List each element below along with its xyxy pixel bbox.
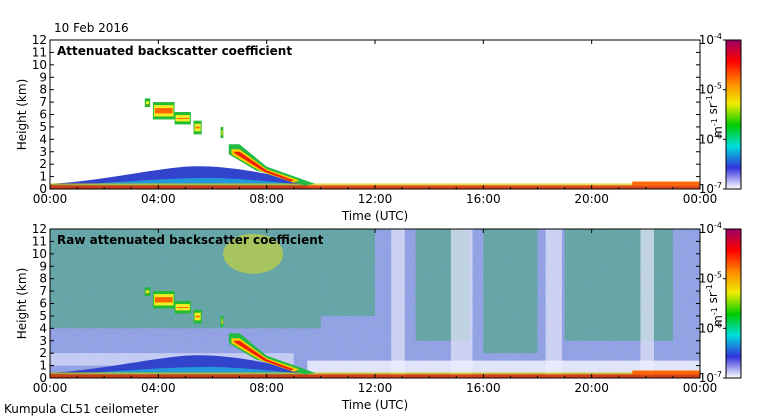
colorbar-tick-label: 10-4: [699, 221, 722, 236]
colorbar-unit-label: m-1 sr-1: [705, 284, 725, 327]
elevated-layer-yellow: [145, 290, 150, 294]
y-tick-label: 10: [32, 247, 47, 261]
pale-column: [391, 229, 405, 378]
y-tick-label: 12: [32, 33, 47, 47]
y-tick-label: 1: [39, 359, 47, 373]
x-tick-label: 20:00: [574, 381, 609, 395]
panel-title: Raw attenuated backscatter coefficient: [57, 233, 324, 247]
pale-column: [545, 229, 562, 378]
y-tick-label: 3: [39, 334, 47, 348]
elevated-layer-orange: [222, 132, 224, 134]
pale-column: [450, 229, 473, 378]
colorbar-tick-label: 10-7: [699, 370, 722, 385]
x-tick-label: 20:00: [574, 192, 609, 206]
y-tick-label: 4: [39, 321, 47, 335]
y-tick-label: 11: [32, 45, 47, 59]
y-axis-label: Height (km): [15, 268, 29, 339]
heatmap-layer: [50, 40, 700, 189]
x-tick-label: 16:00: [466, 381, 501, 395]
elevated-layer-yellow: [221, 129, 223, 136]
panel-title: Attenuated backscatter coefficient: [57, 44, 292, 58]
elevated-layer-orange: [222, 321, 224, 323]
y-axis-label: Height (km): [15, 79, 29, 150]
x-tick-label: 08:00: [249, 381, 284, 395]
heatmap-layer: [50, 229, 700, 378]
colorbar-tick-label: 10-6: [699, 320, 722, 335]
elevated-layer-orange: [154, 297, 173, 303]
elevated-layer-orange: [195, 315, 200, 318]
x-tick-label: 00:00: [683, 192, 718, 206]
y-tick-label: 3: [39, 145, 47, 159]
y-tick-label: 8: [39, 83, 47, 97]
x-tick-label: 00:00: [683, 381, 718, 395]
descending-layer-yellow: [231, 149, 300, 183]
descending-layer-red: [234, 340, 294, 371]
surface-layer-evening: [632, 370, 700, 375]
descending-layer-yellow: [231, 338, 300, 372]
elevated-layer-orange: [154, 108, 173, 114]
pale-low-band: [307, 360, 700, 374]
surface-layer-top: [50, 183, 700, 186]
y-tick-label: 2: [39, 346, 47, 360]
elevated-layer-orange: [146, 104, 149, 106]
y-tick-label: 7: [39, 95, 47, 109]
colorbar-tick-label: 10-7: [699, 181, 722, 196]
y-tick-label: 0: [39, 182, 47, 196]
colorbar-tick-label: 10-5: [699, 82, 722, 97]
y-tick-label: 2: [39, 157, 47, 171]
colorbar-tick-label: 10-6: [699, 131, 722, 146]
elevated-layer-orange: [176, 307, 189, 309]
pale-column: [640, 229, 654, 378]
yellow-noise-patch: [223, 233, 284, 274]
elevated-layer-orange: [176, 118, 189, 120]
elevated-layer-orange: [146, 293, 149, 295]
x-axis-label: Time (UTC): [341, 398, 408, 412]
colorbar: [725, 39, 742, 190]
surface-layer-top: [50, 372, 700, 375]
colorbar-tick-label: 10-5: [699, 271, 722, 286]
x-tick-label: 12:00: [358, 192, 393, 206]
footer-label: Kumpula CL51 ceilometer: [4, 402, 159, 416]
date-label: 10 Feb 2016: [54, 21, 129, 35]
descending-layer-green: [228, 333, 316, 375]
elevated-layer-yellow: [145, 101, 150, 105]
descending-layer-red: [234, 151, 294, 182]
descending-layer-green: [228, 144, 316, 186]
y-tick-label: 5: [39, 120, 47, 134]
x-tick-label: 04:00: [141, 381, 176, 395]
plot-background: [50, 40, 700, 189]
x-tick-label: 12:00: [358, 381, 393, 395]
y-tick-label: 4: [39, 132, 47, 146]
x-tick-label: 04:00: [141, 192, 176, 206]
x-tick-label: 08:00: [249, 192, 284, 206]
y-tick-label: 1: [39, 170, 47, 184]
y-tick-label: 5: [39, 309, 47, 323]
y-tick-label: 0: [39, 371, 47, 385]
y-tick-label: 12: [32, 222, 47, 236]
surface-layer-evening: [632, 181, 700, 186]
y-tick-label: 7: [39, 284, 47, 298]
x-tick-label: 00:00: [33, 192, 68, 206]
y-tick-label: 9: [39, 70, 47, 84]
colorbar-unit-label: m-1 sr-1: [705, 95, 725, 138]
elevated-layer-orange: [195, 126, 200, 129]
colorbar-tick-label: 10-4: [699, 32, 722, 47]
x-tick-label: 00:00: [33, 381, 68, 395]
colorbar: [725, 228, 742, 379]
x-tick-label: 16:00: [466, 192, 501, 206]
y-tick-label: 10: [32, 58, 47, 72]
y-tick-label: 6: [39, 108, 47, 122]
x-axis-label: Time (UTC): [341, 209, 408, 223]
y-tick-label: 8: [39, 272, 47, 286]
y-tick-label: 9: [39, 259, 47, 273]
elevated-layer-yellow: [221, 318, 223, 325]
y-tick-label: 11: [32, 234, 47, 248]
y-tick-label: 6: [39, 297, 47, 311]
